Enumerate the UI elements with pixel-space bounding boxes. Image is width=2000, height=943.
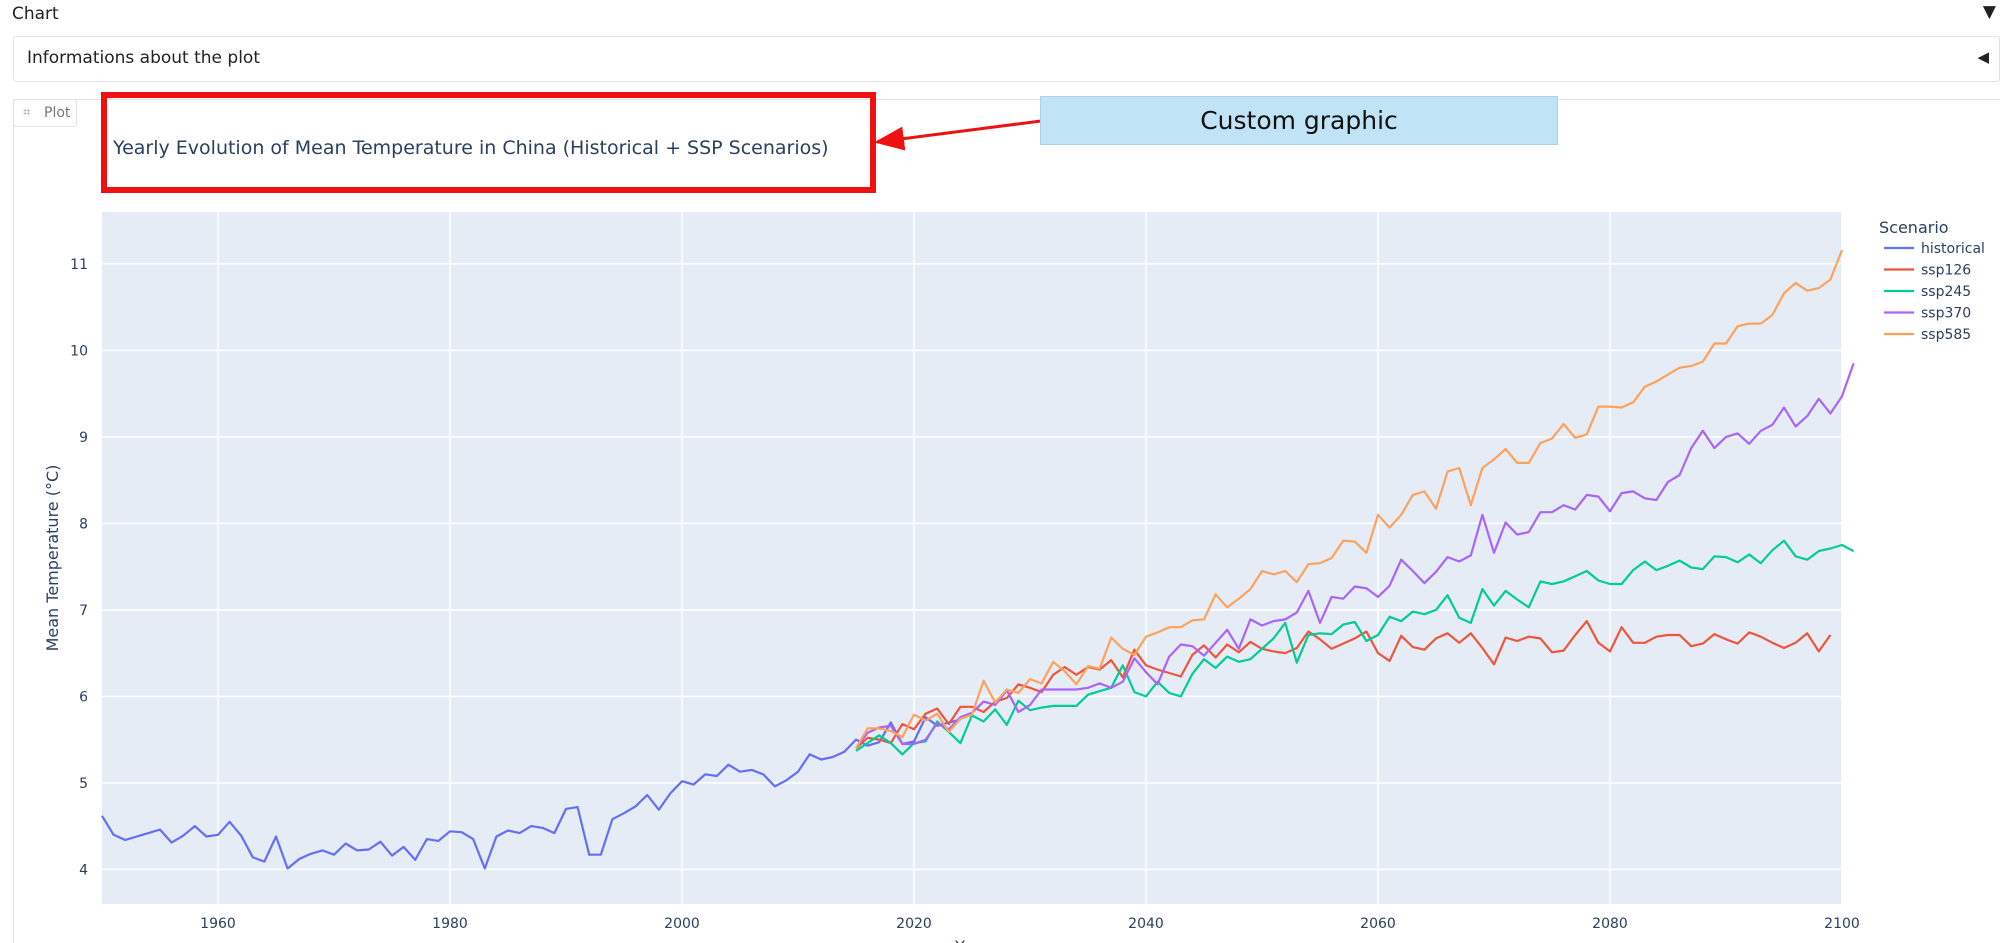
legend-title: Scenario — [1879, 218, 1949, 237]
legend-label-ssp370: ssp370 — [1921, 306, 1971, 322]
series-line-ssp370 — [855, 363, 1855, 749]
x-tick-label: 2020 — [896, 916, 932, 932]
x-tick-label: 2000 — [664, 916, 700, 932]
y-tick-label: 6 — [79, 689, 88, 705]
series-line-historical — [101, 716, 961, 870]
y-tick-label: 8 — [79, 516, 88, 532]
x-tick-label: 2080 — [1592, 916, 1628, 932]
chart-icon: ⌗ — [23, 105, 31, 120]
series-line-ssp245 — [855, 539, 1855, 756]
y-tick-label: 10 — [70, 343, 88, 359]
series-line-ssp585 — [855, 249, 1844, 749]
y-tick-label: 11 — [70, 257, 88, 273]
legend-label-ssp245: ssp245 — [1921, 284, 1971, 300]
section-label: Chart — [12, 4, 59, 24]
highlight-box — [101, 92, 876, 193]
x-tick-label: 2060 — [1360, 916, 1396, 932]
chart-title: Yearly Evolution of Mean Temperature in … — [113, 137, 829, 159]
collapse-caret-icon[interactable]: ▼ — [1982, 2, 1996, 22]
y-tick-label: 5 — [79, 776, 88, 792]
plot-area — [102, 212, 1842, 904]
x-tick-label: 2040 — [1128, 916, 1164, 932]
y-tick-label: 4 — [79, 862, 88, 878]
tab-plot[interactable]: ⌗ Plot — [13, 99, 77, 127]
y-axis-title: Mean Temperature (°C) — [43, 465, 62, 652]
y-tick-label: 9 — [79, 430, 88, 446]
info-expander[interactable]: Informations about the plot ◀ — [13, 36, 2000, 82]
x-tick-label: 2100 — [1824, 916, 1860, 932]
legend-label-historical: historical — [1921, 241, 1985, 257]
legend-label-ssp585: ssp585 — [1921, 327, 1971, 343]
legend-label-ssp126: ssp126 — [1921, 263, 1971, 279]
expand-caret-icon[interactable]: ◀ — [1977, 48, 1989, 66]
x-tick-label: 1980 — [432, 916, 468, 932]
series-line-ssp126 — [855, 619, 1832, 750]
tab-plot-label: Plot — [44, 105, 71, 121]
x-tick-label: 1960 — [200, 916, 236, 932]
x-axis-title: Year — [954, 937, 989, 943]
info-expander-label: Informations about the plot — [27, 48, 261, 68]
y-tick-label: 7 — [79, 603, 88, 619]
chart-section-header[interactable]: Chart ▼ — [0, 0, 2000, 30]
plot-panel — [13, 99, 2000, 943]
custom-graphic-callout: Custom graphic — [1040, 96, 1558, 145]
